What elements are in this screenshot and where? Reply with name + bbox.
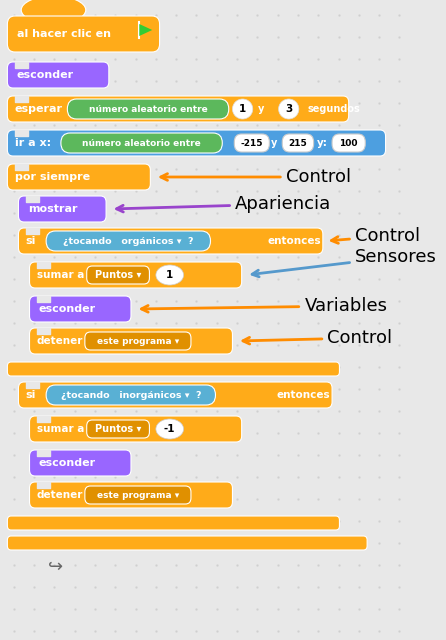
FancyBboxPatch shape [67, 99, 229, 119]
FancyBboxPatch shape [282, 134, 314, 152]
Text: -215: -215 [240, 138, 263, 147]
FancyBboxPatch shape [87, 266, 149, 284]
Text: Puntos ▾: Puntos ▾ [95, 424, 141, 434]
Text: este programa ▾: este programa ▾ [97, 337, 179, 346]
Text: 1: 1 [166, 270, 173, 280]
FancyBboxPatch shape [46, 231, 211, 251]
Text: al hacer clic en: al hacer clic en [17, 29, 111, 39]
Ellipse shape [21, 0, 86, 24]
Text: detener: detener [37, 490, 83, 500]
FancyBboxPatch shape [85, 486, 191, 504]
Text: sumar a: sumar a [37, 270, 84, 280]
Text: 100: 100 [339, 138, 358, 147]
Text: ir a x:: ir a x: [15, 138, 51, 148]
FancyBboxPatch shape [46, 385, 215, 405]
FancyBboxPatch shape [18, 228, 323, 254]
FancyBboxPatch shape [87, 420, 149, 438]
FancyBboxPatch shape [234, 134, 269, 152]
FancyBboxPatch shape [8, 62, 109, 88]
Ellipse shape [232, 99, 253, 119]
FancyBboxPatch shape [8, 536, 367, 550]
Text: y:: y: [317, 138, 328, 148]
Text: y: y [258, 104, 264, 114]
FancyBboxPatch shape [61, 133, 222, 153]
FancyBboxPatch shape [29, 416, 242, 442]
FancyBboxPatch shape [8, 362, 339, 376]
Text: 1: 1 [239, 104, 246, 114]
FancyBboxPatch shape [29, 296, 131, 322]
Text: ¿tocando   inorgánicos ▾  ?: ¿tocando inorgánicos ▾ ? [61, 390, 201, 399]
Text: esperar: esperar [15, 104, 63, 114]
FancyBboxPatch shape [18, 196, 106, 222]
Polygon shape [139, 24, 152, 36]
FancyBboxPatch shape [332, 134, 365, 152]
Text: esconder: esconder [39, 458, 96, 468]
FancyBboxPatch shape [8, 96, 349, 122]
Text: -1: -1 [164, 424, 175, 434]
FancyBboxPatch shape [8, 130, 386, 156]
Text: esconder: esconder [39, 304, 96, 314]
Text: Control: Control [243, 329, 392, 347]
Text: 215: 215 [289, 138, 307, 147]
Text: Puntos ▾: Puntos ▾ [95, 270, 141, 280]
Ellipse shape [156, 265, 184, 285]
Text: esconder: esconder [17, 70, 74, 80]
FancyBboxPatch shape [8, 164, 150, 190]
FancyBboxPatch shape [29, 328, 232, 354]
FancyBboxPatch shape [29, 482, 232, 508]
Text: segundos: segundos [307, 104, 360, 114]
Text: Variables: Variables [141, 297, 388, 315]
Text: entonces: entonces [268, 236, 321, 246]
FancyBboxPatch shape [8, 516, 339, 530]
Text: entonces: entonces [277, 390, 330, 400]
FancyBboxPatch shape [29, 450, 131, 476]
Text: sumar a: sumar a [37, 424, 84, 434]
FancyBboxPatch shape [85, 332, 191, 350]
FancyBboxPatch shape [18, 382, 332, 408]
Text: si: si [26, 236, 36, 246]
FancyBboxPatch shape [29, 262, 242, 288]
Text: Apariencia: Apariencia [116, 195, 331, 213]
Text: 3: 3 [285, 104, 292, 114]
Text: Control: Control [161, 168, 351, 186]
Text: ↪: ↪ [48, 558, 63, 576]
Text: mostrar: mostrar [28, 204, 77, 214]
Ellipse shape [279, 99, 299, 119]
Ellipse shape [156, 419, 184, 439]
Text: si: si [26, 390, 36, 400]
Text: y: y [271, 138, 277, 148]
Text: número aleatorio entre: número aleatorio entre [89, 104, 207, 113]
Text: Sensores: Sensores [252, 248, 437, 277]
Text: ¿tocando   orgánicos ▾  ?: ¿tocando orgánicos ▾ ? [63, 237, 194, 246]
Text: número aleatorio entre: número aleatorio entre [82, 138, 201, 147]
Text: Control: Control [331, 227, 420, 245]
Text: este programa ▾: este programa ▾ [97, 490, 179, 499]
Text: detener: detener [37, 336, 83, 346]
FancyBboxPatch shape [8, 16, 160, 52]
Text: por siempre: por siempre [15, 172, 90, 182]
